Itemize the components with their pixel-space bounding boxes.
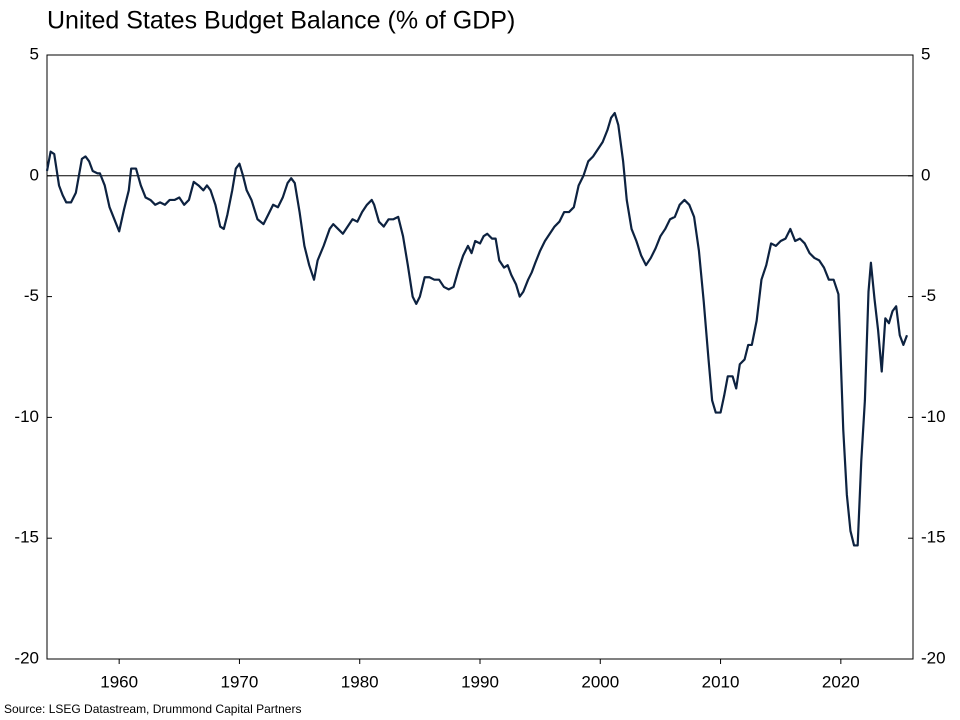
y-tick-label: -5 [24,286,39,305]
y2-tick-label: -15 [921,528,946,547]
y2-tick-label: 5 [921,44,930,63]
y2-tick-label: -10 [921,407,946,426]
x-tick-label: 2000 [581,672,619,691]
data-line [45,111,909,547]
source-note: Source: LSEG Datastream, Drummond Capita… [4,702,301,716]
x-tick-label: 1960 [100,672,138,691]
y2-tick-label: -20 [921,648,946,667]
x-tick-label: 1990 [461,672,499,691]
x-tick-label: 2020 [822,672,860,691]
x-tick-label: 1970 [221,672,259,691]
y-tick-label: 0 [30,165,39,184]
plot-frame [46,54,914,660]
chart-title: United States Budget Balance (% of GDP) [47,7,515,35]
x-tick-label: 2010 [702,672,740,691]
y-tick-label: -15 [14,528,39,547]
x-tick-label: 1980 [341,672,379,691]
y2-tick-label: 0 [921,165,930,184]
y-tick-label: -20 [14,648,39,667]
y-tick-label: -10 [14,407,39,426]
y-tick-label: 5 [30,44,39,63]
y2-tick-label: -5 [921,286,936,305]
